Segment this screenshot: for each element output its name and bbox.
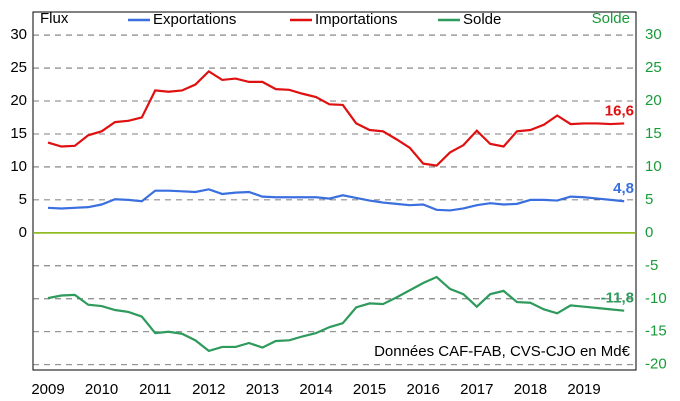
x-tick-label: 2012 <box>192 381 225 398</box>
y-tick-label: 25 <box>10 59 27 76</box>
x-tick-label: 2014 <box>299 381 332 398</box>
x-tick-label: 2019 <box>567 381 600 398</box>
x-tick-label: 2017 <box>460 381 493 398</box>
legend-label: Exportations <box>153 11 236 28</box>
y2-tick-label: -10 <box>645 290 667 307</box>
y-tick-label: 30 <box>10 26 27 43</box>
y-tick-label: 10 <box>10 158 27 175</box>
y-axis-label: Flux <box>40 10 69 27</box>
y2-tick-label: 15 <box>645 125 662 142</box>
y-tick-label: 5 <box>19 191 27 208</box>
x-tick-label: 2009 <box>31 381 64 398</box>
value-label: -11,8 <box>601 290 634 307</box>
y2-tick-label: -20 <box>645 356 667 373</box>
series-line <box>47 275 625 353</box>
value-label: 4,8 <box>613 180 634 197</box>
value-label: 16,6 <box>605 102 634 119</box>
y-tick-label: 20 <box>10 92 27 109</box>
series-line <box>47 188 625 212</box>
x-tick-label: 2015 <box>353 381 386 398</box>
legend-label: Solde <box>463 11 501 28</box>
y-tick-label: 15 <box>10 125 27 142</box>
y-tick-label: 0 <box>19 224 27 241</box>
x-tick-label: 2010 <box>85 381 118 398</box>
plot-frame <box>32 11 637 371</box>
y2-tick-label: -5 <box>645 257 658 274</box>
series-line <box>47 69 625 167</box>
x-tick-label: 2011 <box>139 381 171 398</box>
x-tick-label: 2016 <box>407 381 440 398</box>
x-tick-label: 2018 <box>514 381 547 398</box>
y2-tick-label: 25 <box>645 59 662 76</box>
y2-axis-label: Solde <box>592 10 630 27</box>
y2-tick-label: 20 <box>645 92 662 109</box>
y2-tick-label: 5 <box>645 191 653 208</box>
annotation: Données CAF-FAB, CVS-CJO en Md€ <box>374 343 631 360</box>
legend-label: Importations <box>315 11 398 28</box>
x-tick-label: 2013 <box>246 381 279 398</box>
y2-tick-label: 10 <box>645 158 662 175</box>
y2-tick-label: -15 <box>645 323 667 340</box>
y2-tick-label: 0 <box>645 224 653 241</box>
y2-tick-label: 30 <box>645 26 662 43</box>
